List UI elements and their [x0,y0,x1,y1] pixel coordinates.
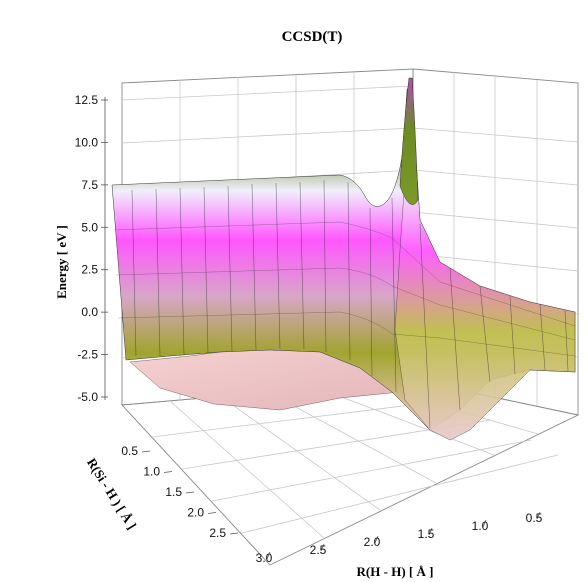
x-tick-mark [536,511,541,520]
energy-surface [111,77,576,441]
x-tick-label: 1.5 [418,527,435,541]
x-tick-mark [482,519,487,528]
y-tick-mark [207,512,217,514]
z-tick-label: 5.0 [81,220,98,234]
x-tick-label: 2.0 [364,535,381,549]
z-tick-label: 12.5 [75,93,99,107]
x-tick-mark [428,527,433,536]
x-axis-label: R(H - H) [ Å ] [357,564,434,579]
y-tick-mark [141,450,151,453]
z-tick-label: 2.5 [81,263,98,277]
z-tick-label: -2.5 [77,348,98,362]
y-tick-mark [185,491,195,494]
z-tick-label: 10.0 [75,135,99,149]
z-tick-label: 7.5 [81,178,98,192]
x-tick-mark [320,543,325,552]
z-axis: 12.5 10.0 7.5 5.0 2.5 0.0 -2.5 -5.0 [75,93,108,404]
z-axis-label: Energy [ eV ] [54,225,69,299]
surface-right-slope [394,77,576,441]
x-tick-mark [266,551,271,560]
y-tick-mark [163,471,173,473]
x-tick-mark [374,535,379,544]
y-tick-label: 1.5 [165,485,182,499]
y-axis-ticks: 0.5 1.0 1.5 2.0 2.5 [121,444,239,540]
x-tick-label: 3.0 [256,551,273,565]
surface-peak [399,77,419,205]
y-tick-label: 1.0 [143,465,160,479]
y-tick-label: 0.5 [121,444,138,458]
x-tick-label: 2.5 [310,543,327,557]
x-tick-label: 0.5 [526,511,543,525]
floor-grid [121,379,580,566]
y-axis-label: R(Si - H ) [ Å ] [84,455,140,532]
z-tick-label: -5.0 [77,390,98,404]
y-tick-label: 2.0 [187,506,204,520]
y-tick-mark [229,532,239,535]
x-axis-ticks: 3.0 2.5 2.0 1.5 1.0 0.5 [256,511,543,565]
z-tick-label: 0.0 [81,305,98,319]
chart-title: CCSD(T) [282,29,343,45]
x-tick-label: 1.0 [472,519,489,533]
y-tick-label: 2.5 [209,526,226,540]
